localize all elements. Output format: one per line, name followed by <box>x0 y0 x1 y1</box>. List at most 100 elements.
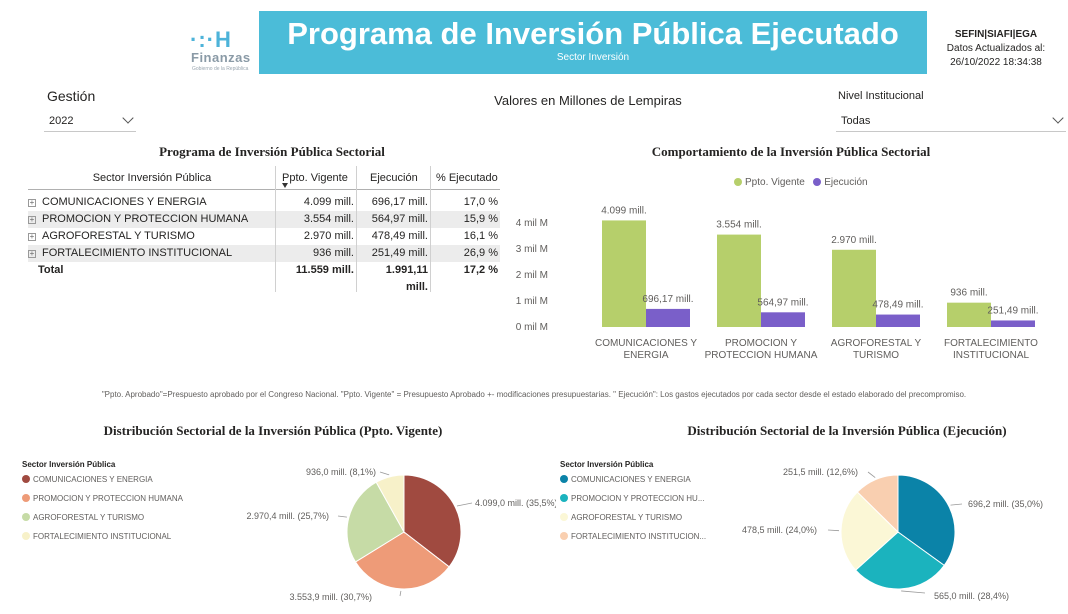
expand-icon[interactable]: + <box>28 249 36 258</box>
pie-slice <box>897 474 956 567</box>
row-pct: 16,1 % <box>463 230 498 242</box>
legend-dot-ejecucion <box>813 178 822 186</box>
chevron-down-icon <box>1052 112 1064 124</box>
units-note: Valores en Millones de Lempiras <box>494 93 682 108</box>
bar-chart-title: Comportamiento de la Inversión Pública S… <box>651 144 931 159</box>
pie1-legend-title: Sector Inversión Pública <box>22 460 116 469</box>
row-vigente: 2.970 mill. <box>303 230 354 242</box>
pie1-legend-item[interactable]: PROMOCION Y PROTECCION HUMANA <box>22 494 222 513</box>
table-row[interactable]: + AGROFORESTAL Y TURISMO 2.970 mill. 478,… <box>28 228 500 245</box>
row-sector: COMUNICACIONES Y ENERGIA <box>42 196 207 208</box>
pie2-chart: 696,2 mill. (35,0%) 565,0 mill. (28,4%) 47… <box>742 467 1043 601</box>
leader-line <box>950 503 963 506</box>
pie2-legend: Sector Inversión Pública COMUNICACIONES … <box>560 460 720 551</box>
row-ejecucion: 251,49 mill. <box>371 247 428 259</box>
pie1-legend-item[interactable]: COMUNICACIONES Y ENERGIA <box>22 475 222 494</box>
row-sector: AGROFORESTAL Y TURISMO <box>42 230 195 242</box>
total-pct: 17,2 % <box>463 264 498 276</box>
y-tick-label: 1 mil M <box>516 296 548 307</box>
data-label: 936 mill. <box>950 288 987 299</box>
data-label: 696,17 mill. <box>642 294 693 305</box>
leader-line <box>456 502 473 507</box>
chevron-down-icon <box>122 112 134 124</box>
bar-vigente <box>832 249 876 327</box>
finanzas-logo-mark: ·:·H <box>190 27 232 52</box>
data-label: 251,49 mill. <box>987 305 1038 316</box>
bar-ejecucion <box>646 308 690 327</box>
slice-label: 3.553,9 mill. (30,7%) <box>289 592 372 602</box>
table-title: Programa de Inversión Pública Sectorial <box>159 144 385 159</box>
leader-line <box>337 515 347 518</box>
definitions-note: "Ppto. Aprobado"=Prespuesto aprobado por… <box>101 390 967 399</box>
sector-table: Sector Inversión Pública Ppto. Vigente E… <box>28 166 500 296</box>
page-subtitle: Sector Inversión <box>556 52 630 63</box>
col-header-sector[interactable]: Sector Inversión Pública <box>92 172 212 184</box>
x-tick-label: FORTALECIMIENTO <box>944 338 1038 349</box>
table-header: Sector Inversión Pública Ppto. Vigente E… <box>28 166 500 190</box>
finanzas-logo-subtitle: Gobierno de la República <box>192 66 249 72</box>
legend-label: AGROFORESTAL Y TURISMO <box>33 513 145 522</box>
expand-icon[interactable]: + <box>28 232 36 241</box>
slice-label: 251,5 mill. (12,6%) <box>783 467 858 477</box>
slice-label: 936,0 mill. (8,1%) <box>306 467 376 477</box>
col-header-vigente[interactable]: Ppto. Vigente <box>276 166 354 190</box>
finanzas-logo-name: Finanzas <box>191 50 251 65</box>
pie2-legend-item[interactable]: COMUNICACIONES Y ENERGIA <box>560 475 720 494</box>
pie2-legend-item[interactable]: AGROFORESTAL Y TURISMO <box>560 513 720 532</box>
gestion-dropdown[interactable]: 2022 <box>44 110 136 132</box>
bar-chart: 0 mil M 1 mil M 2 mil M 3 mil M 4 mil M 4.099… <box>516 205 1039 361</box>
expand-icon[interactable]: + <box>28 198 36 207</box>
row-vigente: 3.554 mill. <box>303 213 354 225</box>
legend-dot <box>22 532 30 540</box>
pie-slice <box>840 491 899 571</box>
legend-dot <box>560 513 568 521</box>
gestion-label: Gestión <box>47 88 96 104</box>
sort-desc-icon[interactable] <box>282 183 288 188</box>
pie2-legend-item[interactable]: PROMOCION Y PROTECCION HU... <box>560 494 720 513</box>
legend-label: PROMOCION Y PROTECCION HUMANA <box>33 494 183 503</box>
pie1-legend-item[interactable]: AGROFORESTAL Y TURISMO <box>22 513 222 532</box>
legend-label: COMUNICACIONES Y ENERGIA <box>33 475 153 484</box>
slice-label: 696,2 mill. (35,0%) <box>968 499 1043 509</box>
data-label: 4.099 mill. <box>601 205 647 216</box>
legend-label-ejecucion: Ejecución <box>824 177 868 188</box>
pie2-legend-item[interactable]: FORTALECIMIENTO INSTITUCION... <box>560 532 720 551</box>
legend-dot-vigente <box>734 178 742 186</box>
x-tick-label: ENERGIA <box>623 350 668 361</box>
table-row[interactable]: + PROMOCION Y PROTECCION HUMANA 3.554 mil… <box>28 211 500 228</box>
legend-label: AGROFORESTAL Y TURISMO <box>571 513 683 522</box>
nivel-dropdown[interactable]: Todas <box>836 110 1066 132</box>
leader-line <box>867 471 876 478</box>
gestion-selected-value: 2022 <box>49 115 74 127</box>
legend-dot <box>560 494 568 502</box>
pie-slice <box>346 481 405 563</box>
expand-icon[interactable]: + <box>28 215 36 224</box>
pie1-legend-item[interactable]: FORTALECIMIENTO INSTITUCIONAL <box>22 532 222 551</box>
data-label: 564,97 mill. <box>757 297 808 308</box>
row-pct: 26,9 % <box>463 247 498 259</box>
legend-dot <box>22 513 30 521</box>
table-row[interactable]: + FORTALECIMIENTO INSTITUCIONAL 936 mill.… <box>28 245 500 262</box>
row-pct: 17,0 % <box>463 196 498 208</box>
col-header-ejecucion[interactable]: Ejecución <box>370 172 418 184</box>
slice-label: 4.099,0 mill. (35,5%) <box>475 498 556 508</box>
row-vigente: 936 mill. <box>313 247 354 259</box>
legend-dot <box>22 494 30 502</box>
row-ejecucion: 564,97 mill. <box>371 213 428 225</box>
data-label: 478,49 mill. <box>872 300 923 311</box>
slice-label: 478,5 mill. (24,0%) <box>742 525 817 535</box>
table-row[interactable]: + COMUNICACIONES Y ENERGIA 4.099 mill. 69… <box>28 194 500 211</box>
page-title: Programa de Inversión Pública Ejecutado <box>287 16 899 51</box>
table-total-row: Total 11.559 mill. 1.991,11 17,2 % <box>28 262 500 279</box>
nivel-label: Nivel Institucional <box>838 90 924 102</box>
legend-dot <box>22 475 30 483</box>
bar-vigente <box>947 302 991 327</box>
bar-ejecucion <box>991 320 1035 327</box>
nivel-selected-value: Todas <box>841 115 871 127</box>
col-header-pct[interactable]: % Ejecutado <box>436 172 498 184</box>
leader-line <box>379 471 390 476</box>
y-tick-label: 4 mil M <box>516 218 548 229</box>
pie-slice <box>375 474 405 534</box>
bar-ejecucion <box>761 312 805 327</box>
legend-dot <box>560 475 568 483</box>
